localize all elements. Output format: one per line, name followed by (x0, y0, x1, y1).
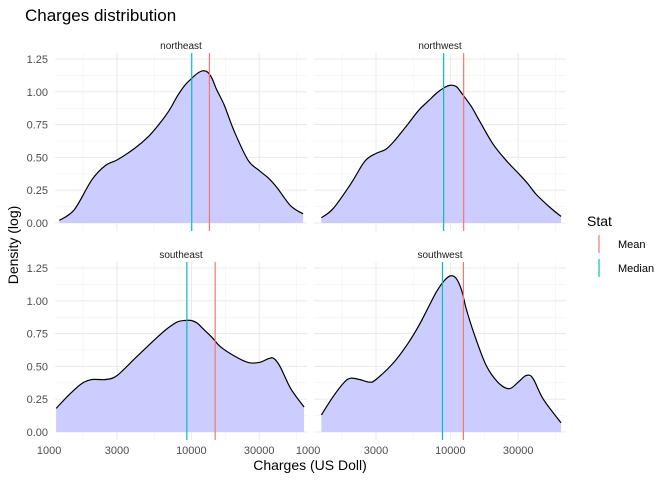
y-tick-label: 0.50 (27, 361, 48, 373)
facet-panels: northeast 0.00 0.25 0.50 0.75 1.00 1.25 northwe… (27, 41, 566, 457)
y-tick-label: 0.25 (27, 185, 48, 197)
x-tick-label: 10000 (435, 445, 466, 457)
y-tick-label: 1.25 (27, 263, 48, 275)
facet-strip-label: southwest (417, 250, 462, 261)
x-tick-label: 1000 (37, 445, 61, 457)
facet-strip-label: northeast (160, 41, 202, 52)
facet-panel-northwest: northwest (314, 41, 566, 231)
legend-label-median: Median (618, 263, 654, 275)
x-tick-label: 1000 (296, 445, 320, 457)
facet-panel-northeast: northeast 0.00 0.25 0.50 0.75 1.00 1.25 (27, 41, 307, 231)
chart-title: Charges distribution (25, 6, 176, 25)
y-tick-label: 1.00 (27, 296, 48, 308)
y-axis-title: Density (log) (5, 206, 21, 285)
density-line (321, 84, 562, 219)
facet-strip-label: southeast (159, 250, 203, 261)
facet-panel-southeast: southeast 0.00 0.25 0.50 0.75 1.00 1.25 1000 300… (27, 250, 307, 457)
x-tick-label: 30000 (244, 445, 275, 457)
x-tick-label: 10000 (176, 445, 207, 457)
density-area (59, 70, 304, 223)
legend-label-mean: Mean (618, 239, 646, 251)
y-tick-label: 0.75 (27, 329, 48, 341)
y-tick-label: 1.00 (27, 87, 48, 99)
y-tick-label: 0.25 (27, 394, 48, 406)
x-tick-label: 3000 (105, 445, 129, 457)
y-tick-label: 0.00 (27, 427, 48, 439)
facet-panel-southwest: southwest 1000 3000 10000 30000 (296, 250, 566, 457)
density-area (56, 320, 305, 432)
x-tick-label: 3000 (364, 445, 388, 457)
x-axis-title: Charges (US Doll) (253, 457, 367, 473)
density-line (320, 275, 562, 424)
y-tick-label: 1.25 (27, 54, 48, 66)
x-tick-label: 30000 (503, 445, 534, 457)
density-area (321, 85, 562, 224)
facet-strip-label: northwest (418, 41, 462, 52)
y-tick-label: 0.00 (27, 218, 48, 230)
density-area (321, 275, 562, 432)
legend-title: Stat (587, 213, 612, 229)
y-tick-label: 0.50 (27, 152, 48, 164)
density-line (55, 319, 305, 409)
legend: Stat Mean Median (587, 213, 654, 277)
y-tick-label: 0.75 (27, 120, 48, 132)
density-line (58, 70, 304, 221)
